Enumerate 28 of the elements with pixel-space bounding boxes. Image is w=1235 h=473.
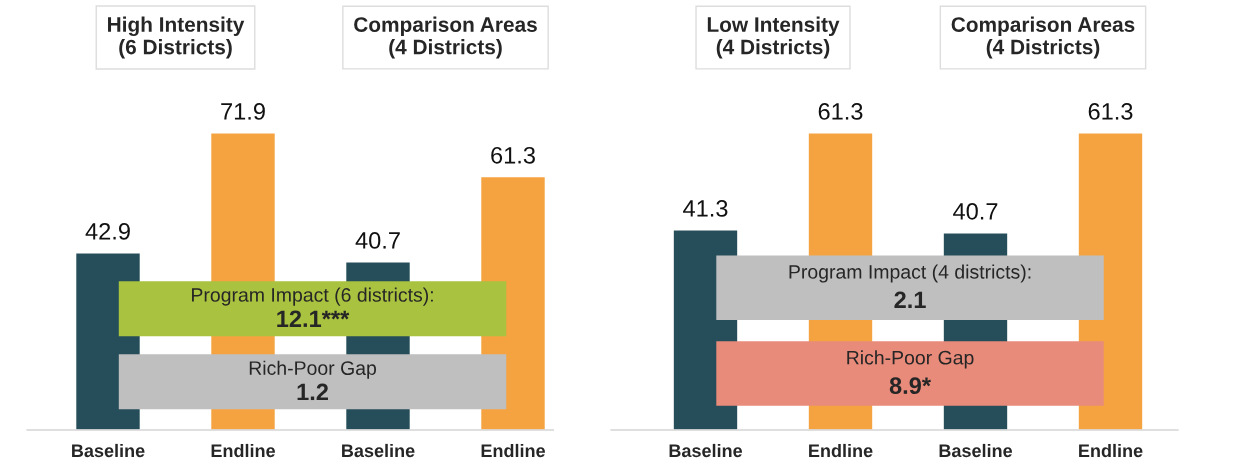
- data-label: 41.3: [683, 200, 728, 217]
- data-label: 40.7: [355, 232, 400, 249]
- annotation: Rich-Poor Gap: [249, 360, 377, 379]
- x-tick-label: Baseline: [342, 443, 415, 458]
- x-tick-label: Baseline: [669, 443, 743, 458]
- annotation: 12.1***: [277, 310, 350, 327]
- data-label: 61.3: [1088, 103, 1133, 120]
- data-label: 42.9: [85, 222, 130, 240]
- annotation: 1.2: [297, 383, 328, 401]
- data-label: 61.3: [491, 146, 535, 164]
- x-tick-label: Endline: [1079, 443, 1143, 458]
- x-tick-label: Baseline: [72, 443, 145, 458]
- x-tick-label: Endline: [211, 443, 275, 458]
- x-tick-label: Endline: [809, 443, 873, 458]
- data-label: 71.9: [221, 103, 265, 120]
- text: Comparison Areas (4 Districts): [354, 16, 537, 59]
- text: Low Intensity (4 Districts): [707, 16, 840, 59]
- x-tick-label: Baseline: [939, 443, 1013, 458]
- annotation: Rich-Poor Gap: [847, 350, 974, 369]
- annotation: 2.1: [894, 291, 926, 308]
- data-label: 40.7: [953, 202, 998, 220]
- text: Comparison Areas (4 Districts): [951, 16, 1135, 59]
- x-tick-label: Endline: [481, 443, 545, 458]
- annotation: Program Impact (4 districts):: [789, 264, 1031, 283]
- annotation: 8.9*: [889, 377, 932, 395]
- data-label: 61.3: [818, 103, 863, 120]
- annotation: Program Impact (6 districts):: [192, 287, 433, 306]
- text: High Intensity (6 Districts): [108, 16, 245, 59]
